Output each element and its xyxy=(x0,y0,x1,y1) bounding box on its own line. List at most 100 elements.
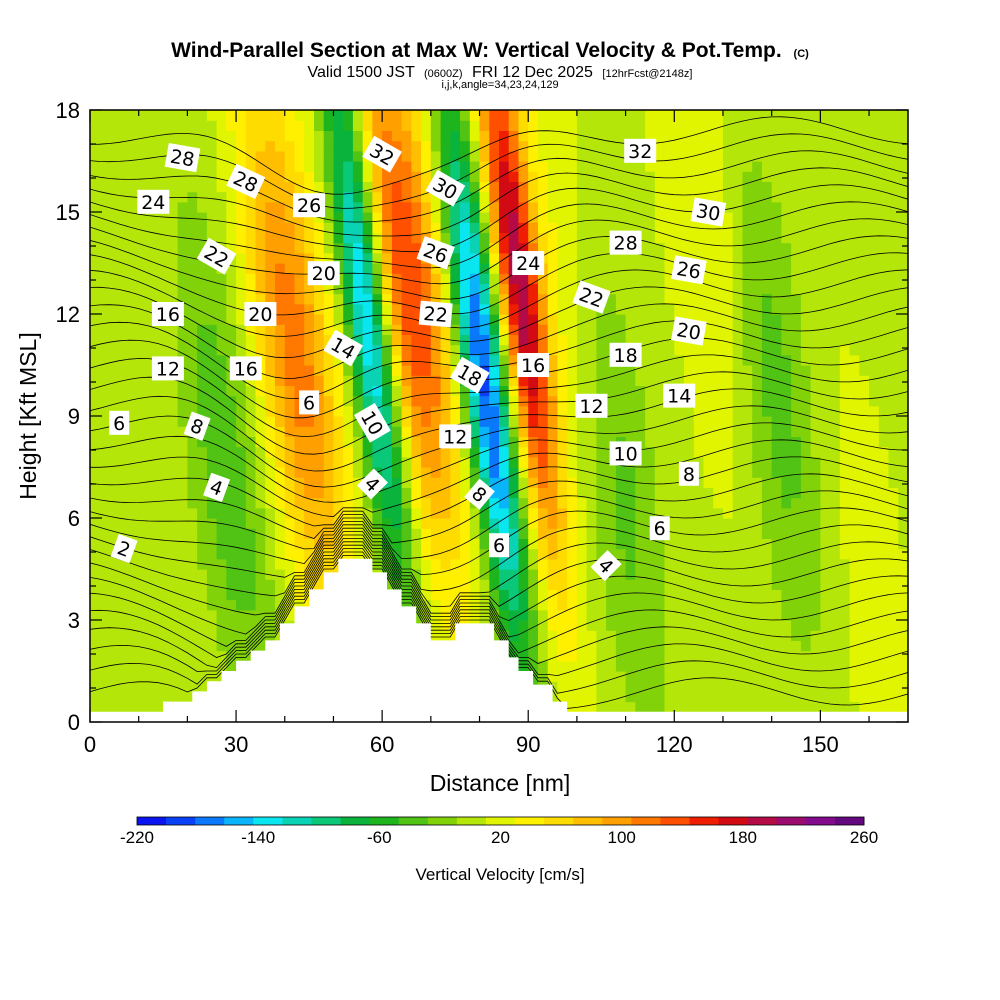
velocity-cell xyxy=(460,140,471,152)
velocity-cell xyxy=(362,548,373,560)
velocity-cell xyxy=(245,538,257,550)
velocity-cell xyxy=(167,497,179,509)
velocity-cell xyxy=(606,477,617,488)
velocity-cell xyxy=(771,609,782,621)
velocity-cell xyxy=(810,191,821,203)
velocity-cell xyxy=(781,314,792,325)
velocity-cell xyxy=(684,599,695,611)
velocity-cell xyxy=(625,650,636,662)
velocity-cell xyxy=(489,395,500,407)
velocity-cell xyxy=(713,375,724,386)
velocity-cell xyxy=(197,324,208,335)
velocity-cell xyxy=(596,212,607,223)
velocity-cell xyxy=(800,201,812,213)
velocity-cell xyxy=(878,140,890,152)
velocity-cell xyxy=(839,110,851,121)
velocity-cell xyxy=(206,436,218,448)
velocity-cell xyxy=(109,538,120,550)
velocity-cell xyxy=(849,569,860,580)
velocity-cell xyxy=(460,507,471,519)
velocity-cell xyxy=(576,548,588,560)
velocity-cell xyxy=(421,426,432,437)
velocity-cell xyxy=(869,212,880,223)
velocity-cell xyxy=(820,507,831,519)
velocity-cell xyxy=(401,252,412,264)
velocity-cell xyxy=(382,130,393,142)
velocity-cell xyxy=(411,528,422,539)
velocity-cell xyxy=(596,650,607,662)
velocity-cell xyxy=(674,426,685,437)
velocity-cell xyxy=(693,518,705,529)
velocity-cell xyxy=(216,191,227,203)
velocity-cell xyxy=(732,242,743,254)
velocity-cell xyxy=(615,171,627,182)
velocity-cell xyxy=(245,528,257,539)
velocity-cell xyxy=(187,660,198,672)
velocity-cell xyxy=(499,456,510,468)
velocity-cell xyxy=(411,558,422,570)
velocity-cell xyxy=(236,507,247,519)
velocity-cell xyxy=(878,191,890,203)
velocity-cell xyxy=(849,181,860,193)
velocity-cell xyxy=(333,467,344,478)
velocity-cell xyxy=(90,456,101,468)
velocity-cell xyxy=(167,538,179,550)
velocity-cell xyxy=(791,701,802,713)
velocity-cell xyxy=(596,201,607,213)
velocity-cell xyxy=(713,252,724,264)
velocity-cell xyxy=(177,273,188,284)
velocity-cell xyxy=(859,110,870,121)
velocity-cell xyxy=(703,487,714,499)
velocity-cell xyxy=(791,426,802,437)
velocity-cell xyxy=(382,518,393,529)
velocity-cell xyxy=(800,548,812,560)
velocity-cell xyxy=(352,324,364,335)
velocity-cell xyxy=(849,303,860,315)
velocity-cell xyxy=(138,212,149,223)
chart-subtitle: Valid 1500 JST (0600Z) FRI 12 Dec 2025 [… xyxy=(308,64,693,81)
velocity-cell xyxy=(742,538,753,550)
velocity-cell xyxy=(148,548,159,560)
velocity-cell xyxy=(791,599,802,611)
velocity-cell xyxy=(90,110,101,121)
velocity-cell xyxy=(781,497,792,509)
velocity-cell xyxy=(771,599,782,611)
velocity-cell xyxy=(304,252,315,264)
velocity-cell xyxy=(148,456,159,468)
velocity-cell xyxy=(547,344,558,356)
velocity-cell xyxy=(654,375,666,386)
velocity-cell xyxy=(382,212,393,223)
velocity-cell xyxy=(839,171,851,182)
velocity-cell xyxy=(878,569,890,580)
velocity-cell xyxy=(255,405,266,417)
velocity-cell xyxy=(119,599,130,611)
velocity-cell xyxy=(489,140,500,152)
velocity-cell xyxy=(684,497,695,509)
velocity-cell xyxy=(450,242,461,254)
velocity-cell xyxy=(294,324,305,335)
velocity-cell xyxy=(99,671,110,682)
velocity-cell xyxy=(469,201,481,213)
velocity-cell xyxy=(878,426,890,437)
velocity-cell xyxy=(761,497,773,509)
velocity-cell xyxy=(878,252,890,264)
velocity-cell xyxy=(732,671,743,682)
velocity-cell xyxy=(810,436,821,448)
velocity-cell xyxy=(791,456,802,468)
velocity-cell xyxy=(596,140,607,152)
velocity-cell xyxy=(800,303,812,315)
velocity-cell xyxy=(664,620,675,631)
velocity-cell xyxy=(352,467,364,478)
velocity-cell xyxy=(742,599,753,611)
velocity-cell xyxy=(372,161,383,172)
velocity-cell xyxy=(236,640,247,652)
velocity-cell xyxy=(859,650,870,662)
velocity-cell xyxy=(849,528,860,539)
velocity-cell xyxy=(382,528,393,539)
velocity-cell xyxy=(333,416,344,427)
velocity-cell xyxy=(810,579,821,590)
velocity-cell xyxy=(284,171,296,182)
velocity-cell xyxy=(596,181,607,193)
velocity-cell xyxy=(771,375,782,386)
velocity-cell xyxy=(206,558,218,570)
